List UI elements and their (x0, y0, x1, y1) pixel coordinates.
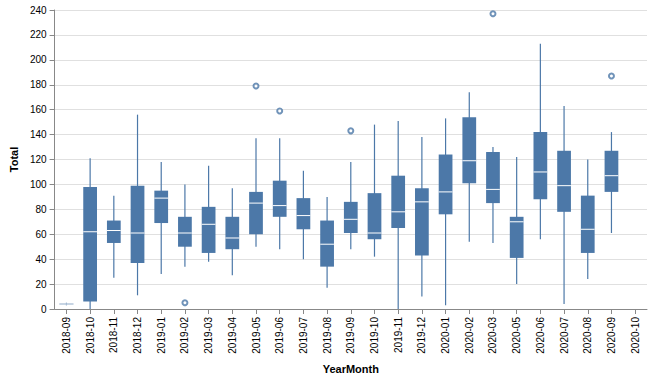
svg-text:240: 240 (30, 5, 47, 16)
svg-text:20: 20 (35, 279, 47, 290)
svg-text:160: 160 (30, 104, 47, 115)
svg-text:YearMonth: YearMonth (323, 363, 380, 375)
svg-text:2019-05: 2019-05 (251, 317, 262, 354)
svg-text:2019-06: 2019-06 (274, 317, 285, 354)
svg-text:2019-07: 2019-07 (298, 317, 309, 354)
svg-text:80: 80 (35, 204, 47, 215)
svg-text:2019-01: 2019-01 (156, 317, 167, 354)
svg-text:2020-06: 2020-06 (535, 317, 546, 354)
svg-text:40: 40 (35, 254, 47, 265)
svg-text:2018-11: 2018-11 (108, 317, 119, 353)
svg-text:60: 60 (35, 229, 47, 240)
svg-text:180: 180 (30, 79, 47, 90)
svg-text:2020-07: 2020-07 (559, 317, 570, 354)
svg-text:200: 200 (30, 54, 47, 65)
svg-text:140: 140 (30, 129, 47, 140)
svg-text:2019-03: 2019-03 (203, 317, 214, 354)
svg-text:2019-08: 2019-08 (322, 317, 333, 354)
svg-text:2019-09: 2019-09 (345, 317, 356, 354)
svg-text:2020-03: 2020-03 (487, 317, 498, 354)
svg-text:2020-09: 2020-09 (606, 317, 617, 354)
svg-text:2020-05: 2020-05 (511, 317, 522, 354)
svg-text:Total: Total (8, 147, 20, 172)
svg-text:2020-10: 2020-10 (630, 317, 641, 354)
svg-text:2020-02: 2020-02 (464, 317, 475, 354)
svg-text:120: 120 (30, 154, 47, 165)
svg-text:2018-09: 2018-09 (61, 317, 72, 354)
svg-text:2018-10: 2018-10 (85, 317, 96, 354)
svg-text:2019-11: 2019-11 (393, 317, 404, 353)
svg-text:2019-12: 2019-12 (416, 317, 427, 354)
svg-text:2020-08: 2020-08 (582, 317, 593, 354)
svg-text:2019-02: 2019-02 (179, 317, 190, 354)
svg-text:220: 220 (30, 29, 47, 40)
svg-text:100: 100 (30, 179, 47, 190)
svg-text:2018-12: 2018-12 (132, 317, 143, 354)
svg-text:2020-01: 2020-01 (440, 317, 451, 354)
svg-text:2019-10: 2019-10 (369, 317, 380, 354)
svg-text:0: 0 (41, 304, 47, 315)
svg-text:2019-04: 2019-04 (227, 317, 238, 354)
